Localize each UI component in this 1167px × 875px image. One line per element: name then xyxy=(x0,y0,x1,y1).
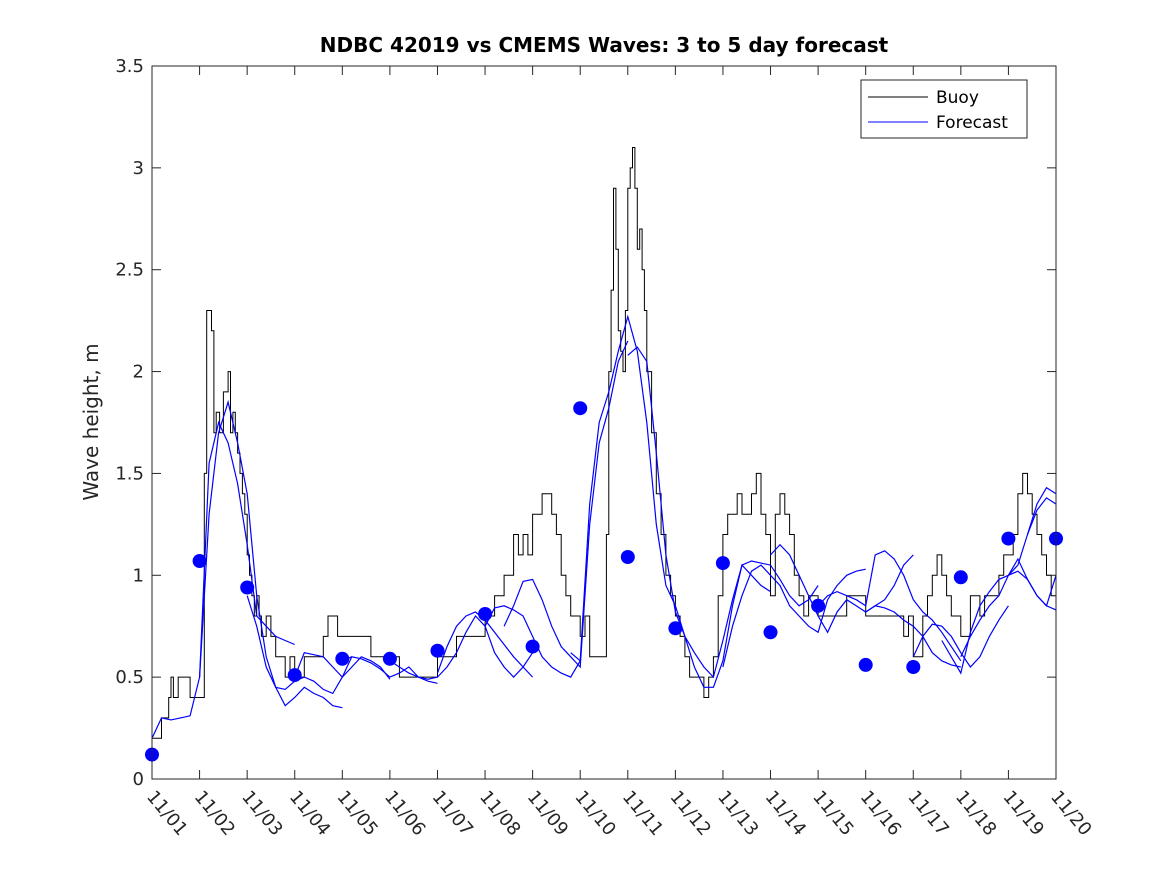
forecast-start-marker xyxy=(478,607,493,621)
forecast-start-marker xyxy=(858,657,873,672)
forecast-start-marker xyxy=(240,580,255,595)
forecast-line xyxy=(484,605,581,678)
forecast-line xyxy=(627,346,819,679)
forecast-line xyxy=(503,340,629,669)
y-tick-label: 2.5 xyxy=(115,260,144,281)
y-axis-label: Wave height, m xyxy=(79,343,103,500)
forecast-line xyxy=(817,550,962,662)
y-tick-label: 3 xyxy=(133,158,144,179)
forecast-start-marker xyxy=(668,621,683,636)
forecast-start-marker xyxy=(430,643,445,658)
forecast-start-marker xyxy=(763,625,778,640)
forecast-line xyxy=(722,564,866,668)
forecast-start-markers xyxy=(145,401,1063,762)
forecast-start-marker xyxy=(573,401,588,416)
forecast-start-marker xyxy=(620,550,635,564)
forecast-line xyxy=(294,652,391,680)
plot-area xyxy=(152,66,1056,779)
chart-title: NDBC 42019 vs CMEMS Waves: 3 to 5 day fo… xyxy=(320,33,889,57)
forecast-line xyxy=(199,399,343,709)
forecast-start-marker xyxy=(525,639,540,654)
y-tick-label: 0 xyxy=(133,769,144,790)
forecast-start-marker xyxy=(906,660,921,674)
forecast-start-marker xyxy=(953,570,968,585)
forecast-start-marker xyxy=(192,554,207,568)
y-tick-label: 3.5 xyxy=(115,56,144,77)
forecast-series xyxy=(151,314,1057,739)
y-tick-label: 1.5 xyxy=(115,463,144,484)
forecast-start-marker xyxy=(335,651,350,666)
y-axis: 0 0.5 1 1.5 2 2.5 3 3.5 xyxy=(115,56,1056,790)
legend-forecast-label: Forecast xyxy=(936,113,1008,133)
y-tick-label: 1 xyxy=(133,565,144,586)
plot-frame xyxy=(151,65,1057,780)
forecast-line xyxy=(1026,497,1057,535)
legend-box xyxy=(860,79,1028,139)
forecast-start-marker xyxy=(1001,531,1016,546)
forecast-line xyxy=(389,615,534,680)
forecast-line xyxy=(865,605,961,668)
forecast-start-marker xyxy=(382,651,397,666)
legend-buoy-label: Buoy xyxy=(936,88,979,108)
forecast-line xyxy=(770,543,914,634)
forecast-line xyxy=(342,656,438,684)
y-tick-label: 2 xyxy=(133,362,144,383)
forecast-line xyxy=(1007,486,1057,576)
forecast-start-marker xyxy=(715,556,730,571)
forecast-start-marker xyxy=(811,598,826,613)
y-tick-label: 0.5 xyxy=(115,667,144,688)
forecast-line xyxy=(912,605,1009,668)
forecast-line xyxy=(570,314,771,688)
forecast-start-marker xyxy=(287,668,302,683)
legend: Buoy Forecast xyxy=(860,79,1028,139)
forecast-line xyxy=(151,420,295,739)
